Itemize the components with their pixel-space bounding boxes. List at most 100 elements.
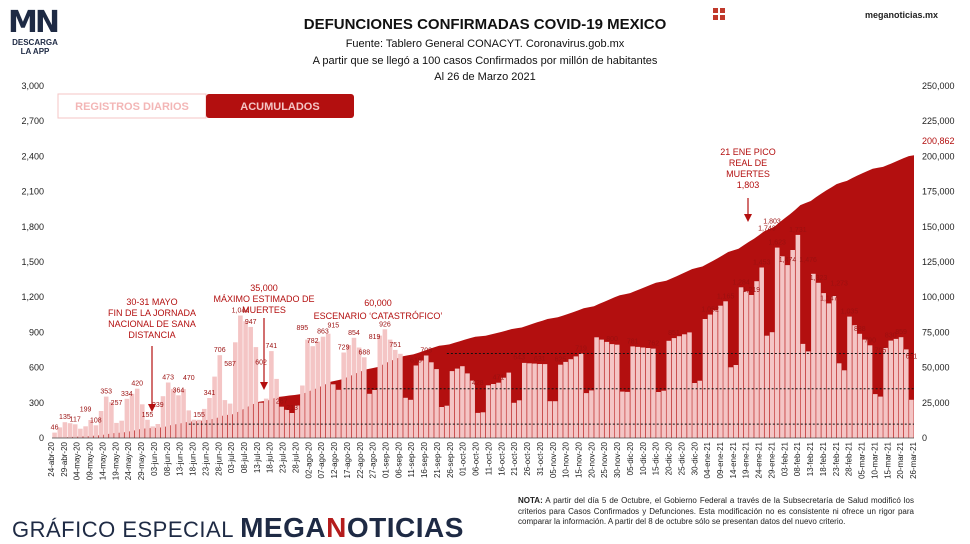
brand-name-c: OTICIAS: [346, 512, 464, 543]
daily-bar: [356, 347, 362, 438]
daily-bar: [217, 355, 223, 438]
bar-value-label: 631: [534, 356, 546, 363]
daily-bar: [393, 349, 398, 438]
bar-value-label: 643: [513, 355, 525, 362]
daily-bar: [630, 346, 635, 438]
daily-bar: [181, 389, 186, 438]
x-tick-label: 15-mar-21: [883, 441, 892, 478]
y-tick-right: 100,000: [922, 292, 955, 302]
daily-bar: [589, 390, 594, 438]
x-tick-label: 24-abr-20: [47, 441, 56, 476]
bar-value-label: 1,273: [830, 281, 848, 288]
daily-bar: [269, 351, 274, 438]
daily-bar: [506, 372, 512, 438]
daily-bar: [398, 353, 403, 438]
x-tick-label: 08-jun-20: [163, 441, 172, 475]
annotation-35000: MÁXIMO ESTIMADO DE: [213, 294, 314, 304]
logo-mark: MN: [8, 5, 60, 40]
daily-bar: [604, 341, 610, 438]
daily-bar: [129, 393, 135, 438]
legend-cumulative-box: [206, 94, 354, 118]
annotation-60000: 60,000: [364, 298, 392, 308]
daily-bar: [852, 325, 857, 438]
y-tick-right: 225,000: [922, 116, 955, 126]
bar-value-label: 364: [173, 387, 185, 394]
daily-bar: [222, 400, 228, 438]
bar-value-label: 1,035: [841, 309, 859, 316]
daily-bar: [72, 424, 78, 438]
x-tick-label: 26-mar-21: [909, 441, 918, 478]
x-tick-label: 18-jun-20: [189, 441, 198, 475]
daily-bar: [160, 396, 166, 438]
daily-bar: [542, 364, 548, 438]
y-tick-right: 150,000: [922, 222, 955, 232]
daily-bar: [558, 364, 563, 438]
y-tick-left: 600: [29, 363, 44, 373]
legend-daily-box: [57, 93, 207, 119]
chart-subtitle-date: Al 26 de Marzo 2021: [434, 71, 536, 83]
daily-bar: [769, 332, 775, 438]
bar-value-label: 1,219: [743, 287, 761, 294]
daily-bar: [857, 333, 863, 438]
daily-bar: [847, 316, 852, 438]
chart-subtitle-criteria: A partir que se llegó a 100 casos Confir…: [312, 55, 658, 67]
bar-value-label: 257: [111, 400, 123, 407]
x-tick-label: 16-sep-20: [420, 441, 429, 478]
daily-bar: [666, 340, 672, 438]
daily-bar: [315, 341, 321, 438]
x-tick-label: 26-oct-20: [523, 441, 532, 475]
x-tick-label: 11-sep-20: [407, 441, 416, 477]
daily-bar: [196, 419, 202, 438]
y-tick-left: 2,100: [21, 187, 44, 197]
x-tick-label: 28-jun-20: [214, 441, 223, 475]
x-tick-label: 13-jun-20: [176, 441, 185, 475]
x-tick-label: 31-oct-20: [536, 441, 545, 475]
daily-bar: [124, 398, 130, 438]
bar-value-label: 859: [895, 329, 907, 336]
bar-value-label: 851: [668, 330, 680, 337]
daily-bar: [651, 348, 656, 438]
annotation-peak: 1,803: [737, 180, 760, 190]
daily-bar: [909, 399, 914, 438]
bar-value-label: 741: [266, 343, 278, 350]
daily-bar: [289, 413, 295, 438]
bar-value-label: 625: [555, 357, 567, 364]
daily-bar: [480, 412, 486, 438]
legend-daily-label: REGISTROS DIARIOS: [75, 101, 189, 113]
x-tick-label: 05-mar-21: [858, 441, 867, 478]
bar-value-label: 108: [90, 417, 102, 424]
daily-bar: [294, 405, 300, 438]
x-tick-label: 30-dic-20: [690, 441, 699, 475]
y-tick-left: 2,700: [21, 116, 44, 126]
x-tick-label: 17-ago-20: [343, 441, 352, 478]
daily-bar: [883, 347, 888, 438]
bar-value-label: 117: [70, 416, 81, 423]
annotation-35000: MUERTES: [242, 305, 286, 315]
daily-bar: [785, 265, 790, 438]
daily-bar: [537, 364, 543, 438]
bar-value-label: 719: [575, 346, 587, 353]
bar-value-label: 1,284: [732, 279, 750, 286]
daily-bar: [790, 250, 795, 438]
x-tick-label: 01-oct-20: [459, 441, 468, 475]
y-tick-right: 0: [922, 433, 927, 443]
grid-icon[interactable]: [713, 8, 725, 20]
daily-bar: [774, 247, 780, 438]
x-tick-label: 06-oct-20: [472, 441, 481, 475]
x-tick-label: 03-feb-21: [780, 441, 789, 476]
site-url[interactable]: meganoticias.mx: [864, 10, 938, 20]
bar-value-label: 473: [162, 375, 174, 382]
x-tick-label: 10-mar-21: [870, 441, 879, 478]
daily-bar: [893, 338, 899, 438]
daily-bar: [898, 337, 904, 438]
daily-bar: [284, 409, 290, 438]
brand-name: MEGANOTICIAS: [240, 512, 464, 543]
daily-bar: [207, 398, 212, 438]
x-tick-label: 05-dic-20: [626, 441, 635, 475]
y-tick-left: 1,800: [21, 222, 44, 232]
daily-bar: [707, 314, 713, 438]
daily-bar: [413, 365, 419, 438]
annotation-sana-distancia: DISTANCIA: [128, 330, 175, 340]
daily-bar: [568, 359, 574, 438]
x-tick-label: 29-ene-21: [767, 441, 776, 478]
